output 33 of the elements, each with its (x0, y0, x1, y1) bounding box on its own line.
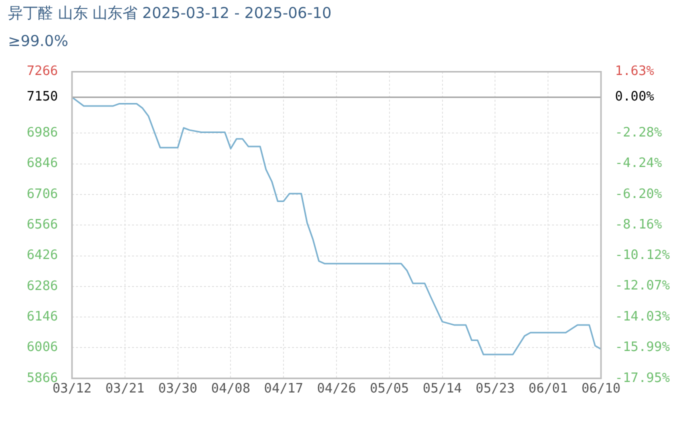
y-tick-label: 7266 (26, 64, 58, 80)
y-tick-label: 6146 (26, 309, 58, 324)
chart-title: 异丁醛 山东 山东省 2025-03-12 - 2025-06-10 (8, 4, 332, 23)
x-tick-label: 06/01 (528, 382, 568, 397)
y-tick-label: 6566 (26, 217, 58, 232)
y-tick-label: 7150 (26, 90, 58, 105)
y2-tick-label: -8.16% (615, 217, 662, 232)
y-tick-label: 6286 (26, 278, 58, 294)
chart-subtitle: ≥99.0% (8, 32, 68, 50)
y2-tick-label: -14.03% (615, 309, 670, 324)
y2-tick-label: 1.63% (615, 64, 654, 80)
y-tick-label: 6006 (26, 340, 58, 356)
x-tick-label: 05/23 (476, 382, 515, 397)
y2-tick-label: -15.99% (615, 340, 670, 356)
y-tick-label: 6986 (26, 125, 58, 140)
x-tick-label: 05/14 (422, 382, 462, 397)
x-tick-label: 04/08 (211, 382, 250, 397)
y-tick-label: 6706 (26, 186, 58, 202)
x-tick-label: 03/12 (52, 382, 92, 397)
x-tick-label: 04/17 (264, 382, 304, 397)
x-tick-label: 03/21 (105, 382, 144, 397)
y2-tick-label: -2.28% (615, 125, 662, 140)
y2-tick-label: 0.00% (615, 90, 654, 105)
y-tick-label: 6846 (26, 156, 58, 172)
y2-tick-label: -6.20% (615, 186, 662, 202)
x-tick-label: 03/30 (158, 382, 198, 397)
y2-tick-label: -10.12% (615, 248, 670, 264)
y2-tick-label: -4.24% (615, 156, 662, 172)
x-tick-label: 04/26 (316, 382, 356, 397)
x-tick-label: 06/10 (581, 382, 621, 397)
y2-tick-label: -12.07% (615, 278, 670, 294)
x-tick-label: 05/05 (370, 382, 409, 397)
y-tick-label: 6426 (26, 248, 58, 264)
